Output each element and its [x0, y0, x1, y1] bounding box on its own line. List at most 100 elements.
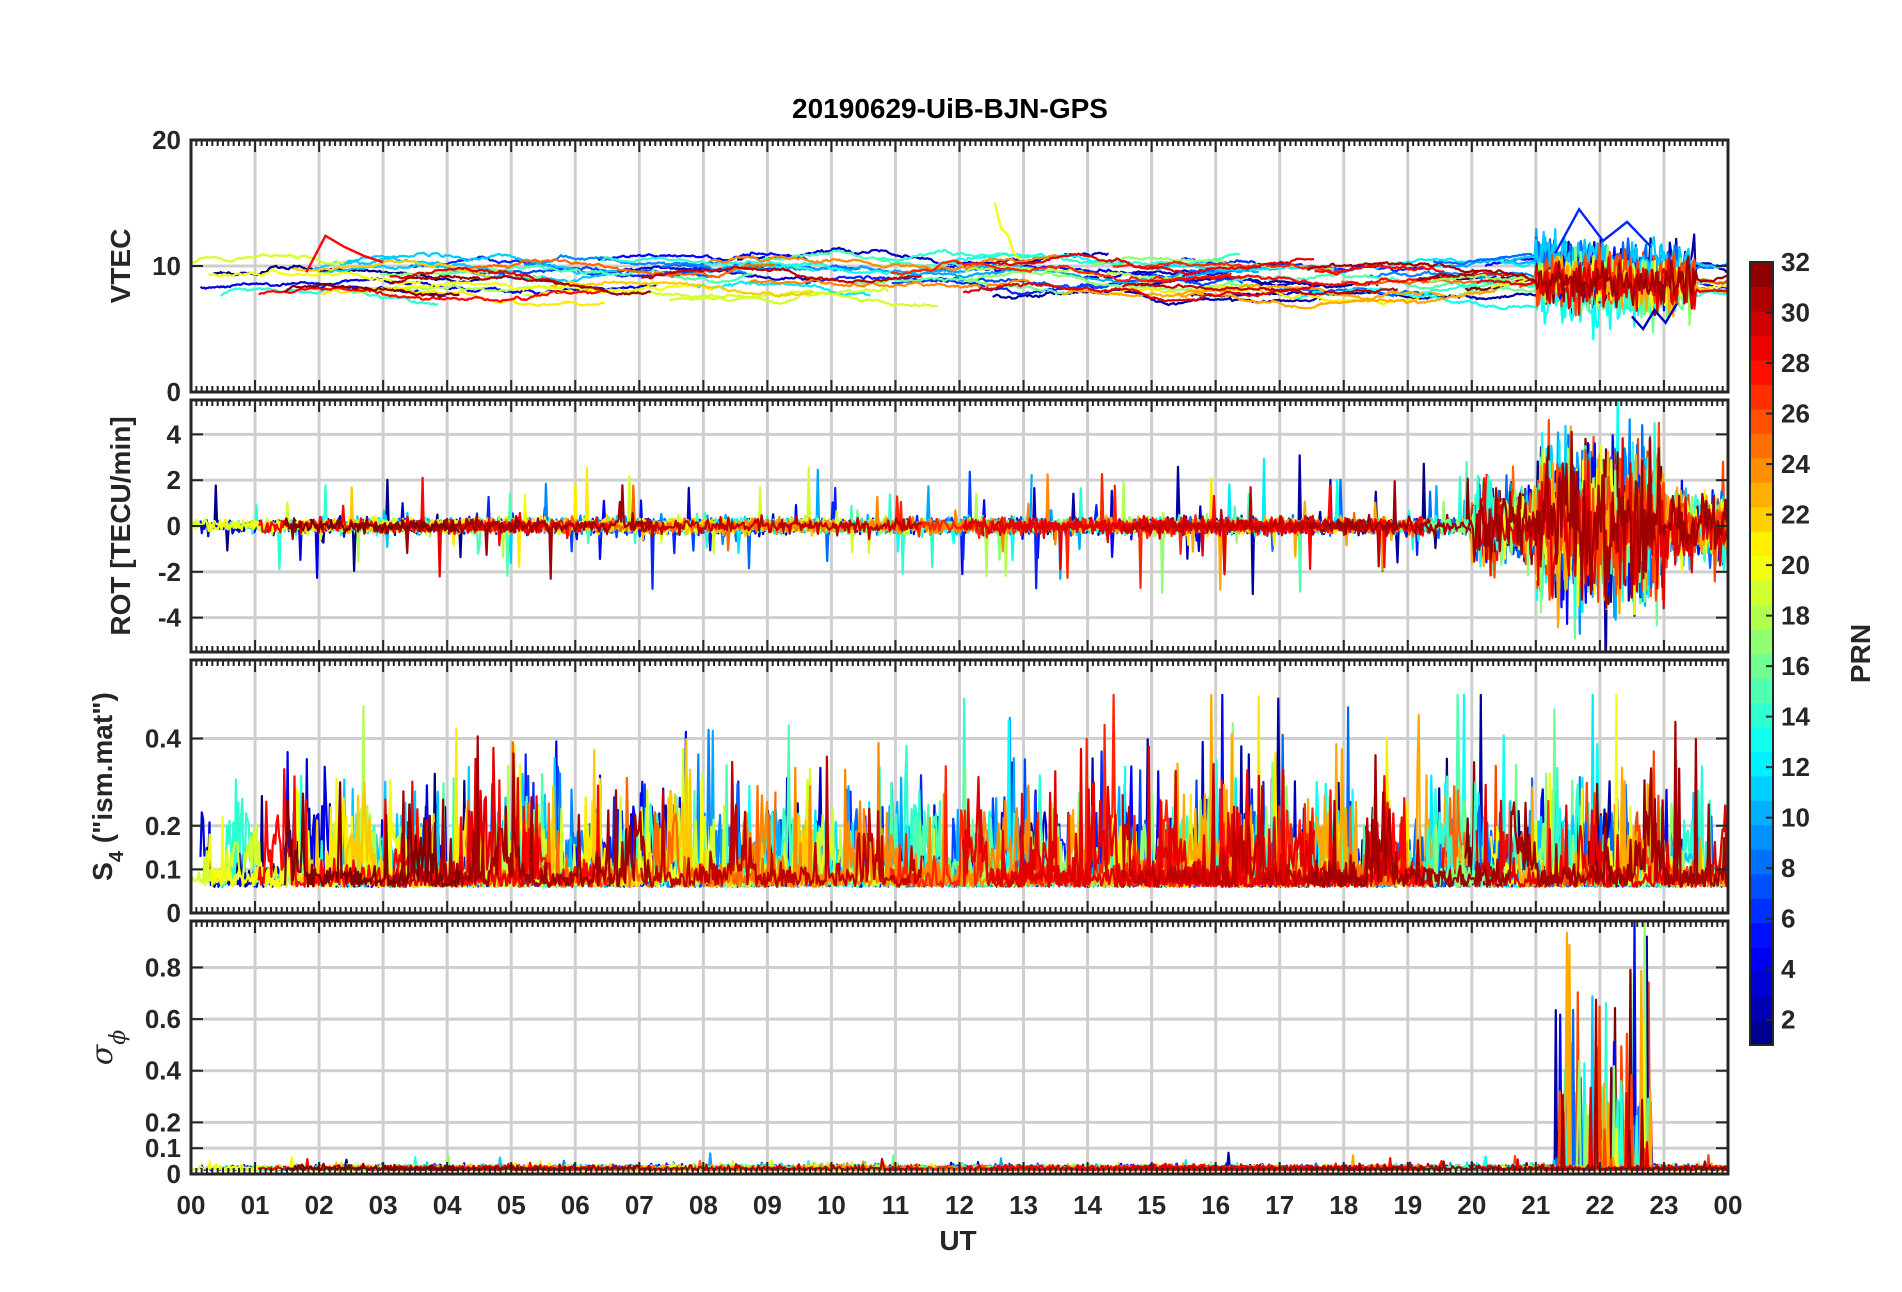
panel-s4-ticks — [190, 660, 1729, 914]
colorbar-segment — [1750, 996, 1773, 1022]
colorbar-segment — [1750, 726, 1773, 752]
colorbar-tick-label: 2 — [1781, 1005, 1795, 1035]
y-tick-label: 0 — [167, 511, 181, 541]
y-tick-label: 0.8 — [145, 952, 181, 982]
colorbar-tick-label: 30 — [1781, 298, 1810, 328]
y-axis-label-sigma: σϕ — [85, 1030, 131, 1065]
y-axis-label-s4: S4 ("ism.mat") — [87, 692, 128, 881]
x-tick-label: 15 — [1137, 1190, 1166, 1220]
trace-prn-5 — [597, 251, 808, 262]
trace-prn-30 — [640, 265, 922, 284]
colorbar-segment — [1750, 1020, 1773, 1046]
x-tick-label: 20 — [1457, 1190, 1486, 1220]
colorbar-segment — [1750, 702, 1773, 728]
y-tick-label: 0 — [167, 898, 181, 928]
y-tick-label: -2 — [158, 557, 181, 587]
trace-prn-23 — [1176, 283, 1496, 305]
x-tick-label: 10 — [817, 1190, 846, 1220]
colorbar-segment — [1750, 555, 1773, 581]
y-tick-label: 4 — [167, 419, 182, 449]
x-tick-label: 18 — [1329, 1190, 1358, 1220]
x-tick-label: 11 — [882, 1190, 910, 1220]
colorbar-segment — [1750, 433, 1773, 459]
trace-prn-19 — [192, 253, 346, 265]
y-axis-label-rot: ROT [TECU/min] — [105, 416, 136, 635]
panel-sigma-ticks — [190, 921, 1729, 1175]
panel-sigma: 00.10.2 0.4 0.6 0.8 σϕ — [85, 919, 1730, 1189]
colorbar-segment — [1750, 506, 1773, 532]
colorbar-segment — [1750, 580, 1773, 606]
colorbar-segment — [1750, 898, 1773, 924]
colorbar-tick-label: 32 — [1781, 247, 1810, 277]
trace-prn-20 — [387, 280, 714, 295]
colorbar-tick-label: 16 — [1781, 651, 1810, 681]
colorbar-tick-label: 6 — [1781, 904, 1795, 934]
trace-feature-prn-20 — [993, 202, 1022, 261]
colorbar-segment — [1750, 922, 1773, 948]
trace-prn-31 — [388, 274, 652, 296]
x-tick-label: 21 — [1521, 1190, 1550, 1220]
trace-prn-28 — [1314, 264, 1444, 276]
panel-vtec-ticks — [190, 139, 1729, 393]
trace-prn-32 — [283, 781, 461, 888]
trace-prn-28 — [258, 286, 609, 303]
trace-feature-prn-28 — [305, 234, 384, 273]
colorbar-segment — [1750, 947, 1773, 973]
trace-prn-22 — [550, 280, 814, 298]
y-tick-label: 0.2 — [145, 1107, 181, 1137]
x-axis-label: UT — [939, 1225, 976, 1256]
colorbar-segment — [1750, 310, 1773, 337]
panel-sigma-grid — [191, 921, 1728, 1174]
y-tick-label: 0.4 — [145, 724, 182, 754]
colorbar-tick-label: 18 — [1781, 601, 1810, 631]
trace-prn-19 — [668, 289, 939, 308]
y-tick-label: -4 — [158, 603, 182, 633]
trace-prn-29 — [991, 252, 1315, 277]
colorbar-tick-label: 10 — [1781, 803, 1810, 833]
trace-prn-30 — [640, 514, 923, 541]
trace-prn-29 — [991, 1162, 1316, 1172]
colorbar-frame — [1749, 261, 1774, 1046]
y-tick-label: 0.1 — [145, 854, 181, 884]
x-tick-label: 02 — [305, 1190, 334, 1220]
panel-s4-traces — [191, 693, 1728, 888]
colorbar-segment — [1750, 384, 1773, 410]
colorbar-segment — [1750, 457, 1773, 483]
colorbar-segment — [1750, 775, 1773, 801]
colorbar-segment — [1750, 873, 1773, 899]
colorbar-segment — [1750, 531, 1773, 557]
y-tick-label: 2 — [167, 465, 181, 495]
colorbar-tick-label: 12 — [1781, 752, 1810, 782]
colorbar-segment — [1750, 482, 1773, 508]
trace-prn-31 — [1416, 430, 1728, 610]
colorbar-tick-label: 20 — [1781, 550, 1810, 580]
colorbar-segment — [1750, 751, 1773, 777]
x-tick-label: 17 — [1265, 1190, 1294, 1220]
trace-prn-31 — [388, 1163, 651, 1172]
y-tick-label: 0.2 — [145, 811, 181, 841]
trace-feature-prn-6 — [1554, 207, 1653, 254]
trace-prn-21 — [1104, 285, 1420, 306]
x-tick-label: 07 — [625, 1190, 654, 1220]
x-axis: 00 01 02 03 04 05 06 07 08 09 10 11 12 13 14 15 16 17 18 19… — [177, 1190, 1743, 1220]
x-tick-label: 13 — [1009, 1190, 1038, 1220]
colorbar-segment — [1750, 653, 1773, 679]
colorbar-segment — [1750, 629, 1773, 655]
trace-prn-31 — [388, 735, 652, 888]
panel-vtec-traces — [192, 202, 1728, 341]
colorbar-segment — [1750, 677, 1773, 704]
trace-prn-16 — [849, 276, 1073, 296]
x-tick-label: 22 — [1585, 1190, 1614, 1220]
panel-rot-ticks — [190, 400, 1729, 652]
trace-prn-31 — [1415, 720, 1728, 888]
trace-prn-31 — [1416, 255, 1728, 309]
panel-s4: 0 0.1 0.2 0.4 S4 ("ism.mat") — [87, 658, 1730, 928]
trace-feature-prn-3 — [1631, 303, 1678, 332]
x-tick-label: 00 — [177, 1190, 206, 1220]
x-tick-label: 04 — [433, 1190, 462, 1220]
colorbar-segment — [1750, 824, 1773, 850]
trace-prn-32 — [283, 517, 461, 541]
trace-prn-17 — [1091, 256, 1335, 271]
